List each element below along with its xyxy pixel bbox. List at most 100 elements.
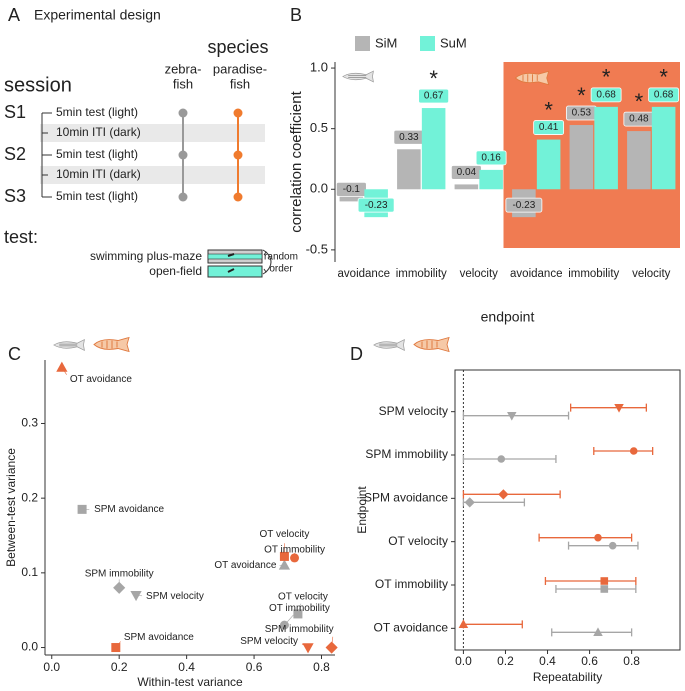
value-label: 0.68 bbox=[654, 89, 674, 100]
x-axis-title: Repeatability bbox=[533, 670, 602, 684]
x-tick-label: 0.6 bbox=[581, 654, 598, 668]
y-tick-label: 0.0 bbox=[310, 181, 328, 196]
error-bar bbox=[462, 455, 557, 463]
zebrafish-icon bbox=[373, 339, 405, 351]
value-label: 0.48 bbox=[629, 114, 649, 125]
x-tick-label: 0.4 bbox=[539, 654, 556, 668]
x-tick-label: immobility bbox=[568, 268, 619, 280]
session-name: S2 bbox=[4, 144, 26, 164]
point bbox=[629, 447, 638, 455]
point bbox=[77, 504, 87, 514]
interval-label: 10min ITI (dark) bbox=[56, 125, 141, 139]
significance-star: * bbox=[577, 83, 586, 108]
order-note: order bbox=[269, 264, 293, 275]
error-bar bbox=[462, 620, 523, 629]
species-timeline bbox=[178, 108, 243, 202]
value-label-bg bbox=[533, 120, 565, 135]
error-bar bbox=[570, 403, 648, 412]
panel-label: A bbox=[8, 5, 20, 25]
point bbox=[325, 641, 338, 654]
x-tick-label: avoidance bbox=[338, 268, 390, 280]
value-label-bg bbox=[505, 197, 543, 213]
y-tick-label: SPM velocity bbox=[379, 404, 448, 418]
y-tick-label: -0.5 bbox=[306, 241, 328, 256]
test-name: swimming plus-maze bbox=[90, 249, 202, 263]
x-tick-label: 0.6 bbox=[246, 660, 263, 674]
session-test: 5min test (light) bbox=[56, 105, 138, 119]
plot-frame bbox=[454, 369, 681, 651]
y-tick-label: SPM avoidance bbox=[364, 491, 448, 505]
point bbox=[593, 627, 603, 636]
value-label-bg bbox=[475, 150, 507, 166]
panel-label: D bbox=[350, 344, 363, 364]
species-label: fish bbox=[230, 76, 250, 91]
x-tick-label: avoidance bbox=[510, 268, 562, 280]
point-label: OT avoidance bbox=[214, 560, 277, 571]
error-bar bbox=[593, 447, 654, 455]
point bbox=[614, 404, 624, 413]
value-label: -0.1 bbox=[343, 184, 361, 195]
point bbox=[497, 455, 506, 463]
panel-label: B bbox=[290, 5, 302, 25]
y-tick-label: 0.3 bbox=[21, 416, 38, 430]
error-bar bbox=[555, 585, 637, 593]
y-tick-label: SPM immobility bbox=[365, 447, 448, 461]
point bbox=[279, 551, 289, 561]
point bbox=[113, 581, 126, 594]
bar bbox=[479, 169, 503, 190]
legend-swatch bbox=[420, 36, 435, 51]
bar bbox=[454, 184, 479, 190]
y-tick-label: 0.1 bbox=[21, 565, 38, 579]
test-name: open-field bbox=[149, 264, 202, 278]
point bbox=[293, 609, 303, 619]
point bbox=[507, 412, 517, 421]
bar bbox=[651, 106, 676, 190]
species-label: paradise- bbox=[213, 61, 267, 76]
session-name: S1 bbox=[4, 102, 26, 122]
point bbox=[464, 497, 475, 508]
y-axis-title: Endpoint bbox=[355, 486, 369, 534]
value-label: 0.41 bbox=[539, 122, 559, 133]
x-tick-label: velocity bbox=[632, 268, 671, 280]
error-bar bbox=[538, 533, 633, 542]
panel-label: C bbox=[8, 344, 21, 364]
value-label-bg bbox=[418, 88, 450, 104]
y-tick-label: OT immobility bbox=[375, 577, 448, 591]
point bbox=[130, 590, 142, 602]
x-tick-label: 0.0 bbox=[43, 660, 60, 674]
value-label: 0.04 bbox=[457, 167, 477, 178]
legend-swatch bbox=[355, 36, 370, 51]
diagram-title: Experimental design bbox=[34, 7, 161, 23]
bar bbox=[627, 131, 651, 190]
significance-star: * bbox=[659, 65, 668, 90]
point bbox=[498, 489, 509, 500]
x-tick-label: 0.4 bbox=[178, 660, 195, 674]
value-label: -0.23 bbox=[365, 200, 388, 211]
test-heading: test: bbox=[4, 227, 38, 247]
value-label-bg bbox=[590, 87, 622, 103]
bar bbox=[421, 108, 446, 190]
point-label: OT avoidance bbox=[70, 374, 133, 385]
species-label: fish bbox=[173, 76, 193, 91]
value-label: -0.23 bbox=[512, 200, 535, 211]
point bbox=[608, 541, 617, 550]
significance-star: * bbox=[429, 66, 438, 91]
interval-label: 10min ITI (dark) bbox=[56, 167, 141, 181]
point bbox=[600, 585, 609, 593]
point-label: OT velocity bbox=[259, 529, 309, 540]
order-arrow bbox=[262, 249, 272, 275]
value-label: 0.68 bbox=[596, 89, 616, 100]
species-label: zebra- bbox=[165, 61, 202, 76]
x-tick-label: 0.0 bbox=[455, 654, 472, 668]
bar bbox=[397, 149, 421, 190]
legend-label: SuM bbox=[440, 35, 467, 50]
x-axis-title: endpoint bbox=[481, 309, 535, 325]
point-label: SPM immobility bbox=[85, 568, 154, 579]
x-tick-label: velocity bbox=[460, 268, 499, 280]
error-bar bbox=[567, 541, 639, 550]
species-heading: species bbox=[207, 37, 268, 57]
x-axis-title: Within-test variance bbox=[137, 675, 243, 689]
y-tick-label: OT avoidance bbox=[374, 621, 449, 635]
point-label: SPM velocity bbox=[240, 636, 298, 647]
